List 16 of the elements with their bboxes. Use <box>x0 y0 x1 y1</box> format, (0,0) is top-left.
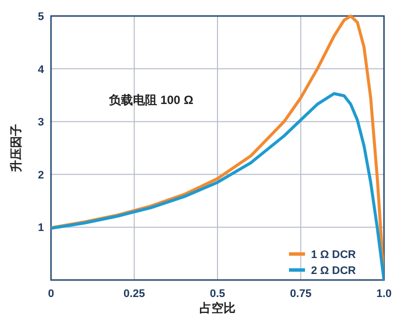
x-tick-label: 0 <box>48 288 54 300</box>
legend-label: 1 Ω DCR <box>311 249 356 261</box>
x-tick-label: 0.25 <box>124 288 145 300</box>
x-tick-label: 0.5 <box>210 288 226 300</box>
annotation: 负载电阻 100 Ω <box>108 93 194 107</box>
legend-label: 2 Ω DCR <box>311 265 356 277</box>
y-axis-title: 升压因子 <box>9 124 23 173</box>
y-tick-label: 3 <box>38 116 44 129</box>
x-tick-label: 1.0 <box>376 288 392 300</box>
y-tick-label: 1 <box>38 222 44 234</box>
y-tick-label: 4 <box>38 64 45 76</box>
y-tick-label: 2 <box>38 169 44 182</box>
x-tick-label: 0.75 <box>290 288 312 300</box>
line-series <box>51 92 384 281</box>
x-axis-title: 占空比 <box>200 301 236 315</box>
y-tick-label: 5 <box>38 11 44 23</box>
